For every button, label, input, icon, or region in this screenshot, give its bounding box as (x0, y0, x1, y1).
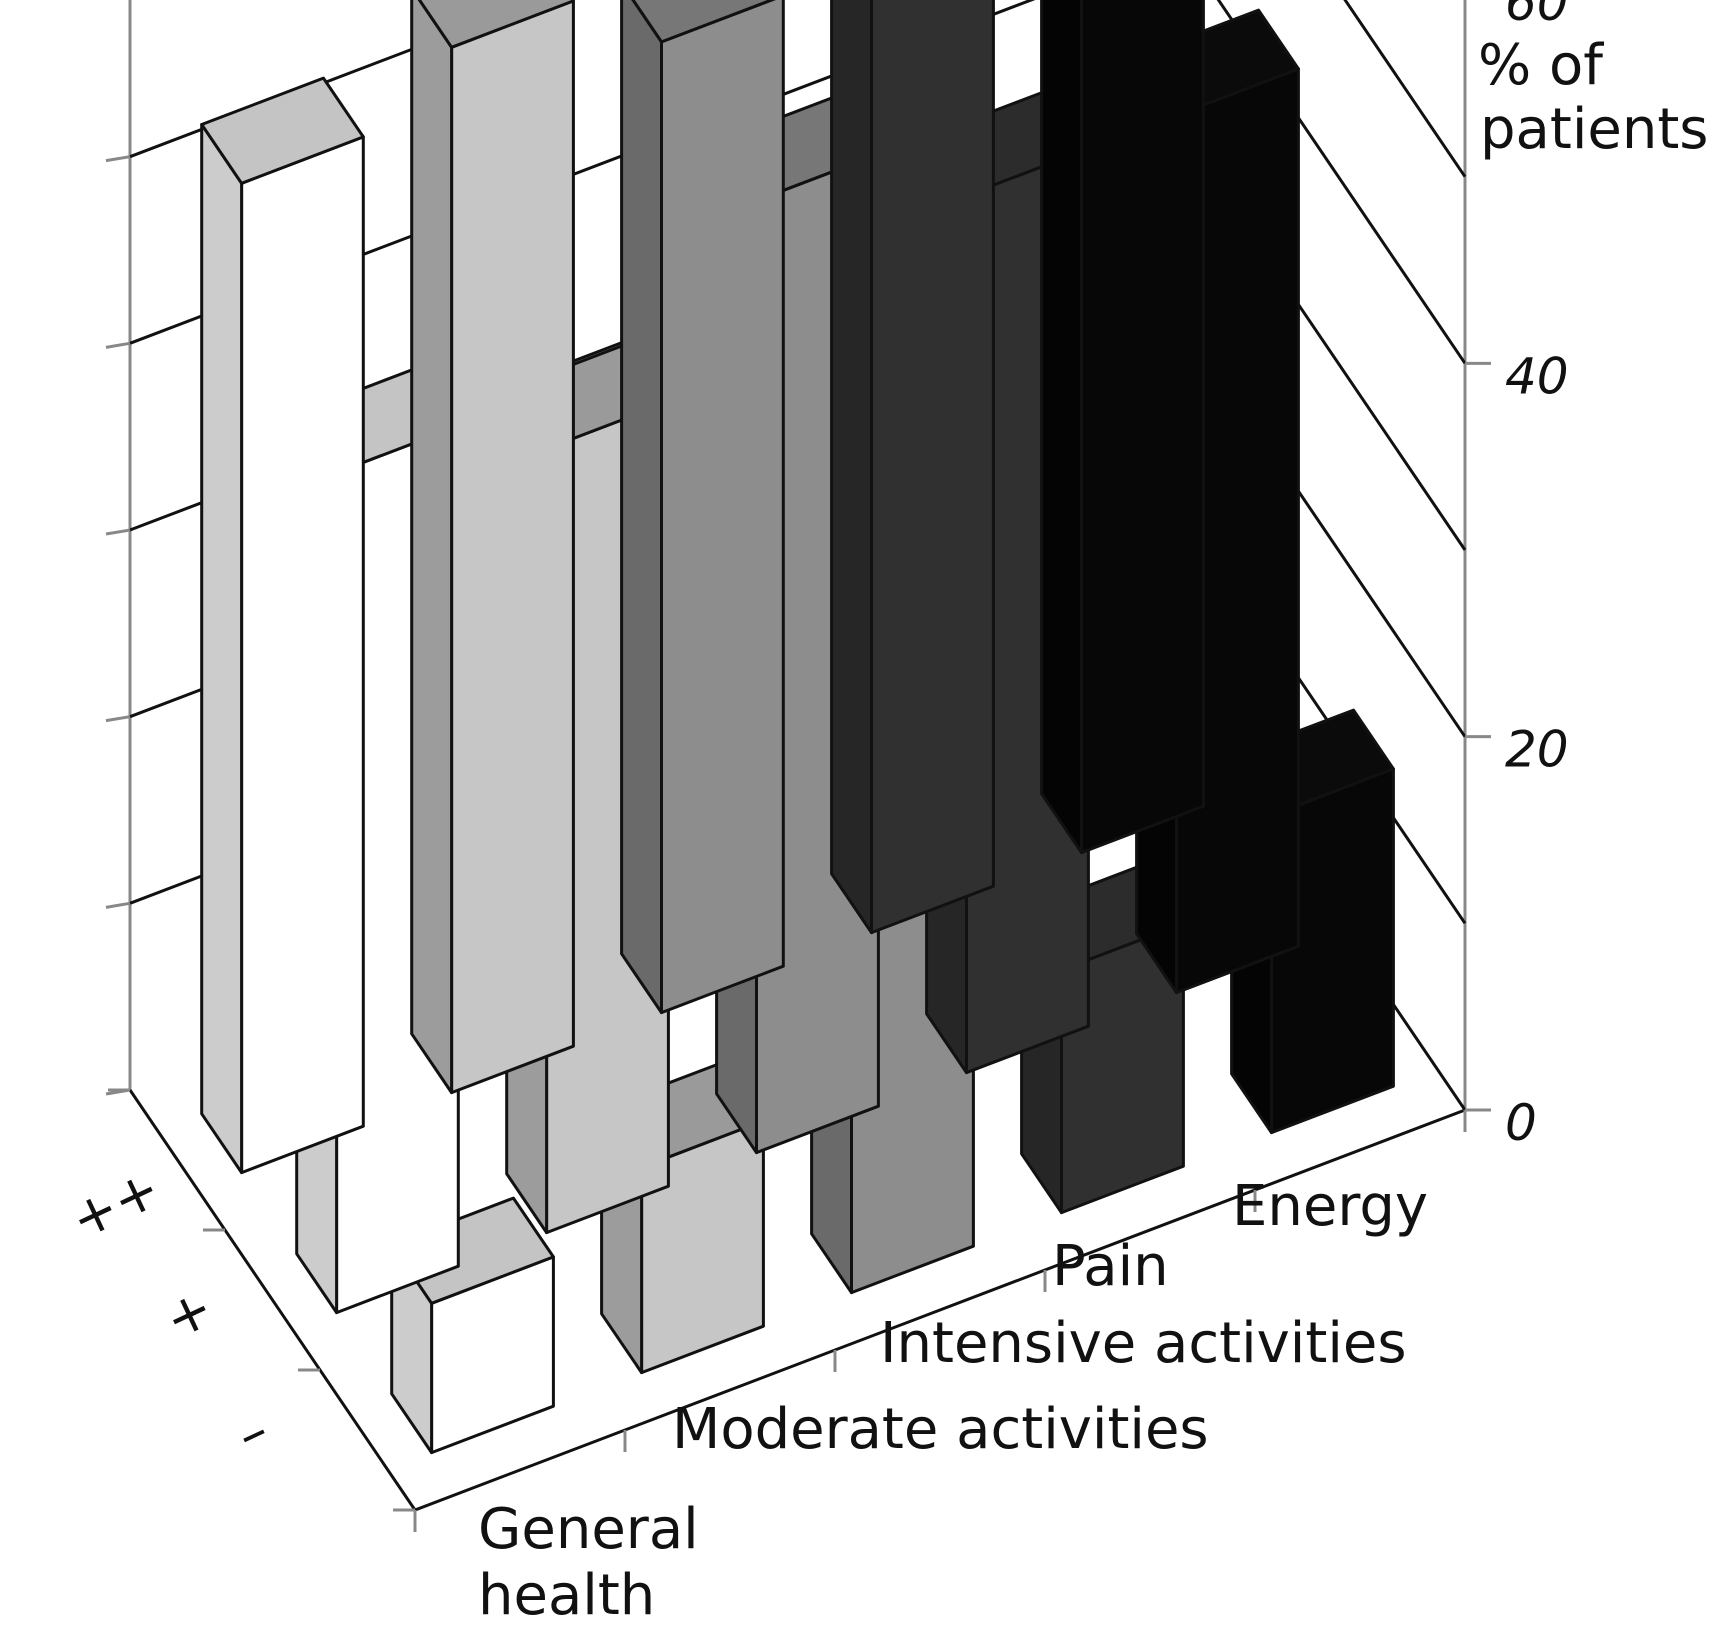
bar-side-face (830, 0, 873, 935)
bar-side-face (410, 0, 454, 1095)
z-tick-label: 60 (1505, 0, 1569, 32)
z-axis-title: % of patients (1478, 33, 1708, 162)
z-tick-label: 0 (1505, 1094, 1537, 1152)
category-label: Intensive activities (880, 1311, 1407, 1376)
category-label-line: Energy (1232, 1174, 1428, 1239)
bar-top-face (631, 0, 776, 44)
bar-side-face (620, 0, 663, 1015)
category-label: Energy (1232, 1174, 1428, 1239)
bar-side-face (200, 123, 244, 1175)
category-label: Pain (1052, 1234, 1169, 1299)
category-label-line: Moderate activities (672, 1397, 1209, 1462)
category-label: General health (478, 1497, 699, 1628)
bar-moderate-activities-plusplus (410, 0, 575, 1095)
row-label: ++ (61, 1156, 170, 1251)
row-label: – (227, 1398, 278, 1467)
z-tick-label: 20 (1505, 721, 1569, 779)
left-tick (105, 901, 131, 909)
z-axis-title-line: patients (1480, 97, 1708, 162)
category-label-line: Pain (1052, 1234, 1169, 1299)
category-label-line: General (478, 1497, 699, 1562)
category-label: Moderate activities (672, 1397, 1209, 1462)
bar-front-face (1080, 0, 1205, 855)
left-tick (105, 155, 131, 163)
bar-front-face (870, 0, 995, 935)
bar-pain-plusplus (830, 0, 995, 935)
bar-front-face (450, 0, 575, 1095)
bar-energy-plusplus (1040, 0, 1205, 855)
left-tick (105, 341, 131, 349)
z-tick-label: 40 (1505, 347, 1569, 405)
bars (200, 0, 1395, 1455)
bar-general-health-plusplus (200, 76, 365, 1175)
bar-general-health-minus (390, 1196, 555, 1455)
category-label-line: Intensive activities (880, 1311, 1407, 1376)
bar-intensive-activities-plusplus (620, 0, 785, 1015)
bar-top-face (200, 76, 365, 185)
bar-front-face (240, 135, 365, 1175)
row-label: + (155, 1276, 223, 1352)
bar-side-face (1040, 0, 1083, 855)
left-tick (105, 715, 131, 723)
z-axis-title-line: % of (1478, 33, 1604, 98)
chart-labels: 0 20 40 60 General health Moderate activities I… (61, 0, 1709, 1628)
category-label-line: health (478, 1563, 655, 1628)
left-tick (105, 528, 131, 536)
bar-front-face (660, 0, 785, 1015)
bar-top-face (417, 0, 575, 49)
